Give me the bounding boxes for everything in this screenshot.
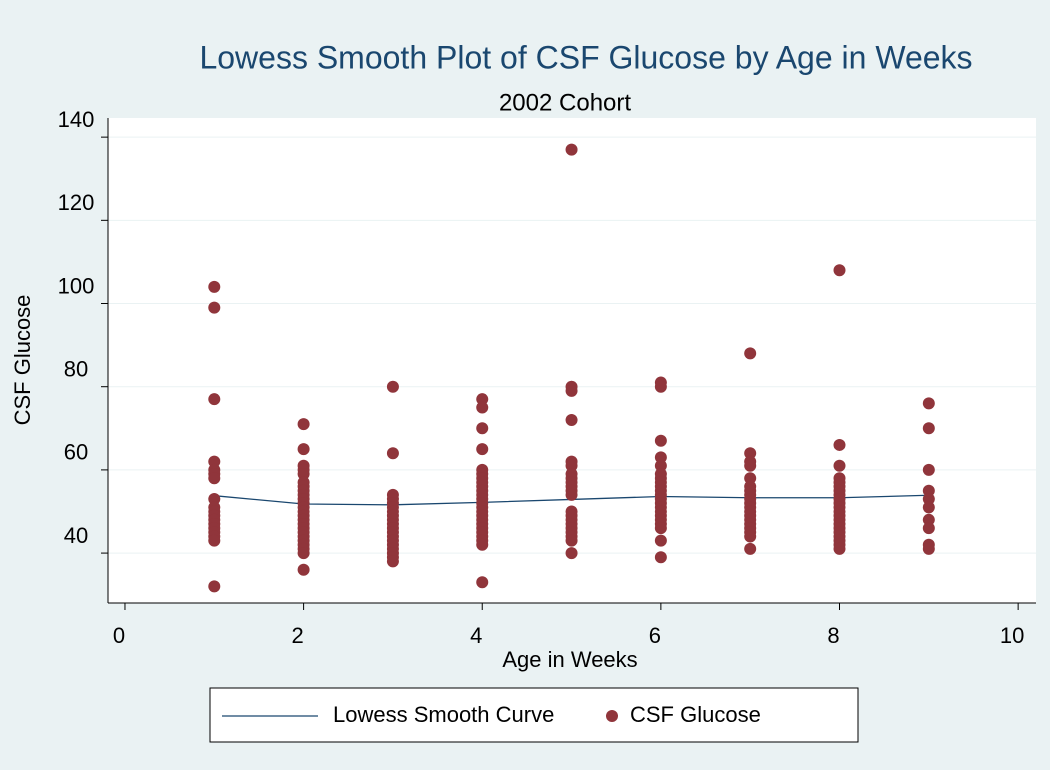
- scatter-point: [476, 401, 489, 414]
- scatter-point: [476, 422, 489, 435]
- scatter-point: [922, 397, 935, 410]
- scatter-point: [297, 468, 310, 481]
- scatter-point: [654, 459, 667, 472]
- scatter-point: [744, 447, 757, 460]
- y-tick-label: 120: [58, 190, 95, 215]
- chart-title: Lowess Smooth Plot of CSF Glucose by Age…: [199, 39, 972, 75]
- legend-box: [209, 687, 859, 743]
- scatter-point: [208, 580, 221, 593]
- y-tick-label: 60: [64, 440, 88, 465]
- scatter-point: [654, 551, 667, 564]
- scatter-point: [386, 380, 399, 393]
- scatter-point: [922, 463, 935, 476]
- legend-label: Lowess Smooth Curve: [333, 702, 554, 727]
- scatter-point: [744, 347, 757, 360]
- x-tick-label: 10: [1000, 623, 1024, 648]
- scatter-point: [297, 443, 310, 456]
- y-tick-label: 80: [64, 357, 88, 382]
- scatter-point: [654, 380, 667, 393]
- scatter-point: [922, 493, 935, 506]
- scatter-point: [744, 459, 757, 472]
- scatter-point: [476, 576, 489, 589]
- scatter-point: [922, 422, 935, 435]
- scatter-point: [476, 443, 489, 456]
- scatter-point: [565, 384, 578, 397]
- scatter-point: [744, 530, 757, 543]
- scatter-point: [297, 563, 310, 576]
- scatter-point: [922, 501, 935, 514]
- scatter-point: [565, 534, 578, 547]
- scatter-point: [208, 393, 221, 406]
- scatter-point: [922, 542, 935, 555]
- scatter-point: [565, 459, 578, 472]
- scatter-point: [744, 472, 757, 485]
- chart-subtitle: 2002 Cohort: [499, 89, 631, 116]
- scatter-point: [654, 451, 667, 464]
- scatter-point: [833, 542, 846, 555]
- y-tick-label: 140: [58, 107, 95, 132]
- scatter-point: [654, 522, 667, 535]
- x-tick-label: 6: [649, 623, 661, 648]
- legend-dot: [606, 710, 618, 722]
- x-tick-label: 0: [113, 623, 125, 648]
- scatter-point: [208, 493, 221, 506]
- scatter-point: [565, 547, 578, 560]
- scatter-point: [386, 555, 399, 568]
- scatter-point: [565, 488, 578, 501]
- scatter-point: [208, 472, 221, 485]
- scatter-point: [922, 513, 935, 526]
- scatter-point: [833, 264, 846, 277]
- legend-label: CSF Glucose: [630, 702, 761, 727]
- scatter-point: [297, 547, 310, 560]
- scatter-point: [565, 143, 578, 156]
- x-tick-label: 8: [827, 623, 839, 648]
- scatter-point: [297, 418, 310, 431]
- x-tick-label: 2: [291, 623, 303, 648]
- scatter-point: [208, 301, 221, 314]
- x-tick-label: 4: [470, 623, 482, 648]
- y-tick-label: 100: [58, 273, 95, 298]
- scatter-point: [208, 534, 221, 547]
- scatter-point: [833, 438, 846, 451]
- scatter-point: [922, 522, 935, 535]
- scatter-point: [476, 393, 489, 406]
- scatter-point: [833, 459, 846, 472]
- y-axis-label: CSF Glucose: [10, 295, 35, 426]
- scatter-point: [565, 413, 578, 426]
- scatter-point: [654, 534, 667, 547]
- scatter-point: [208, 280, 221, 293]
- x-axis-label: Age in Weeks: [502, 647, 637, 672]
- scatter-point: [208, 455, 221, 468]
- scatter-point: [476, 538, 489, 551]
- scatter-point: [744, 542, 757, 555]
- scatter-point: [922, 484, 935, 497]
- scatter-point: [386, 447, 399, 460]
- scatter-point: [654, 434, 667, 447]
- y-tick-label: 40: [64, 523, 88, 548]
